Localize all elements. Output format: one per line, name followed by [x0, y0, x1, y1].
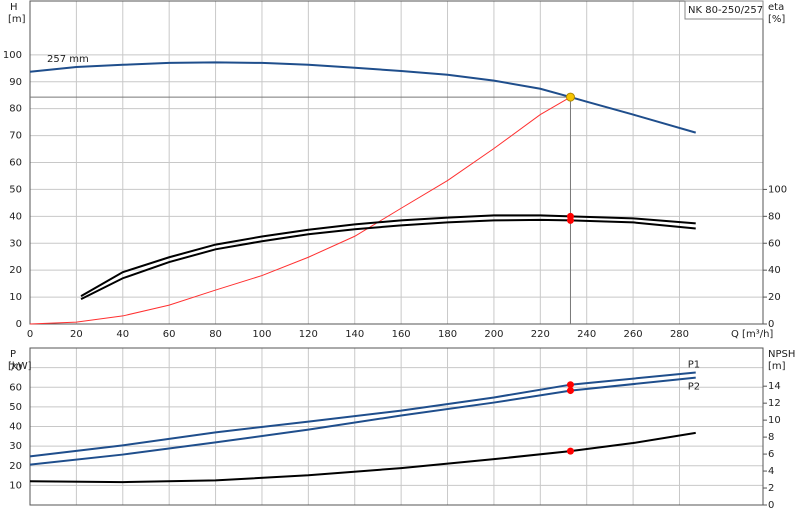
- y-tick-label: 10: [9, 292, 22, 303]
- y-tick-label: 100: [3, 50, 22, 61]
- x-tick-label: 0: [27, 329, 33, 340]
- x-tick-label: 140: [345, 329, 364, 340]
- y-tick-label: 40: [9, 422, 22, 433]
- y-tick-label: 50: [9, 184, 22, 195]
- y-tick-label: 0: [16, 319, 22, 330]
- y-tick-label: 50: [9, 402, 22, 413]
- y2-tick-label: 100: [768, 184, 787, 195]
- x-tick-label: 100: [252, 329, 271, 340]
- y2-axis-label: eta: [768, 2, 784, 13]
- y2-axis-label: NPSH: [768, 349, 795, 360]
- y-axis-unit: [kW]: [8, 361, 32, 372]
- series-line: [29, 376, 696, 466]
- y-tick-label: 60: [9, 158, 22, 169]
- y2-axis-unit: [m]: [768, 361, 786, 372]
- x-tick-label: 200: [484, 329, 503, 340]
- series-line: [29, 96, 571, 325]
- y-tick-label: 20: [9, 461, 22, 472]
- y2-tick-label: 0: [768, 319, 774, 330]
- duty-point: [565, 92, 575, 102]
- x-tick-label: 80: [209, 329, 222, 340]
- y-tick-label: 30: [9, 441, 22, 452]
- y2-tick-label: 60: [768, 238, 781, 249]
- y-tick-label: 70: [9, 363, 22, 374]
- chart-title: NK 80-250/257: [688, 5, 763, 16]
- duty-marker: [566, 216, 574, 224]
- y-tick-label: 30: [9, 238, 22, 249]
- y-tick-label: 80: [9, 104, 22, 115]
- x-tick-label: 220: [531, 329, 550, 340]
- y-tick-label: 10: [9, 480, 22, 491]
- series-line: [29, 371, 696, 458]
- y2-tick-label: 40: [768, 265, 781, 276]
- y-tick-label: 40: [9, 211, 22, 222]
- y2-axis-unit: [%]: [768, 14, 785, 25]
- x-tick-label: 240: [577, 329, 596, 340]
- y-axis-label: P: [10, 349, 16, 360]
- x-tick-label: 180: [438, 329, 457, 340]
- y2-tick-label: 12: [768, 398, 781, 409]
- series-name: 257 mm: [47, 54, 89, 65]
- duty-marker: [566, 387, 574, 395]
- plot-frame: [29, 0, 764, 325]
- y-tick-label: 90: [9, 77, 22, 88]
- y-axis-label: H: [10, 2, 18, 13]
- y2-tick-label: 10: [768, 415, 781, 426]
- plot-frame: [29, 347, 764, 506]
- x-tick-label: 60: [163, 329, 176, 340]
- x-tick-label: 40: [116, 329, 129, 340]
- series-line: [29, 61, 697, 134]
- y2-tick-label: 4: [768, 466, 774, 477]
- x-tick-label: 160: [392, 329, 411, 340]
- y-tick-label: 20: [9, 265, 22, 276]
- series-line: [80, 218, 696, 300]
- x-axis-label: Q [m³/h]: [731, 329, 773, 340]
- x-tick-label: 20: [70, 329, 83, 340]
- y-axis-unit: [m]: [8, 14, 26, 25]
- series-name: P1: [688, 360, 700, 371]
- y2-tick-label: 14: [768, 381, 781, 392]
- x-tick-label: 260: [624, 329, 643, 340]
- y2-tick-label: 0: [768, 500, 774, 511]
- series-line: [29, 431, 696, 484]
- y2-tick-label: 6: [768, 449, 774, 460]
- duty-marker: [566, 381, 574, 389]
- y-tick-label: 60: [9, 382, 22, 393]
- x-tick-label: 280: [670, 329, 689, 340]
- x-tick-label: 120: [299, 329, 318, 340]
- y2-tick-label: 2: [768, 483, 774, 494]
- y-tick-label: 70: [9, 131, 22, 142]
- series-name: P2: [688, 382, 700, 393]
- duty-marker: [566, 447, 574, 455]
- y2-tick-label: 8: [768, 432, 774, 443]
- series-line: [80, 214, 696, 298]
- title-box: [684, 0, 764, 20]
- y2-tick-label: 20: [768, 292, 781, 303]
- y2-tick-label: 80: [768, 211, 781, 222]
